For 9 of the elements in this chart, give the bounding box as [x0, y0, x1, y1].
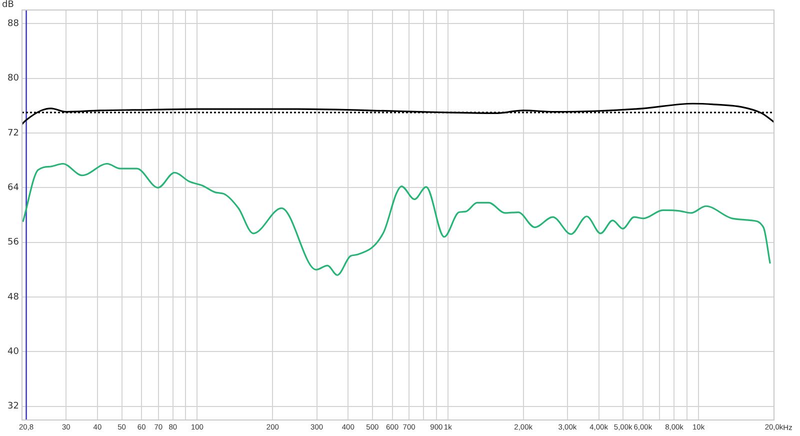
y-tick-label: 80: [8, 74, 20, 84]
y-tick-label: 64: [8, 183, 20, 194]
y-tick-label: 72: [8, 128, 19, 138]
y-tick-label: 48: [8, 292, 20, 302]
y-tick-label: 40: [8, 347, 20, 358]
y-tick-label: 32: [8, 402, 19, 412]
y-tick-label: 88: [8, 19, 20, 30]
y-axis-title: dB: [2, 0, 14, 10]
y-tick-label: 56: [8, 238, 20, 248]
